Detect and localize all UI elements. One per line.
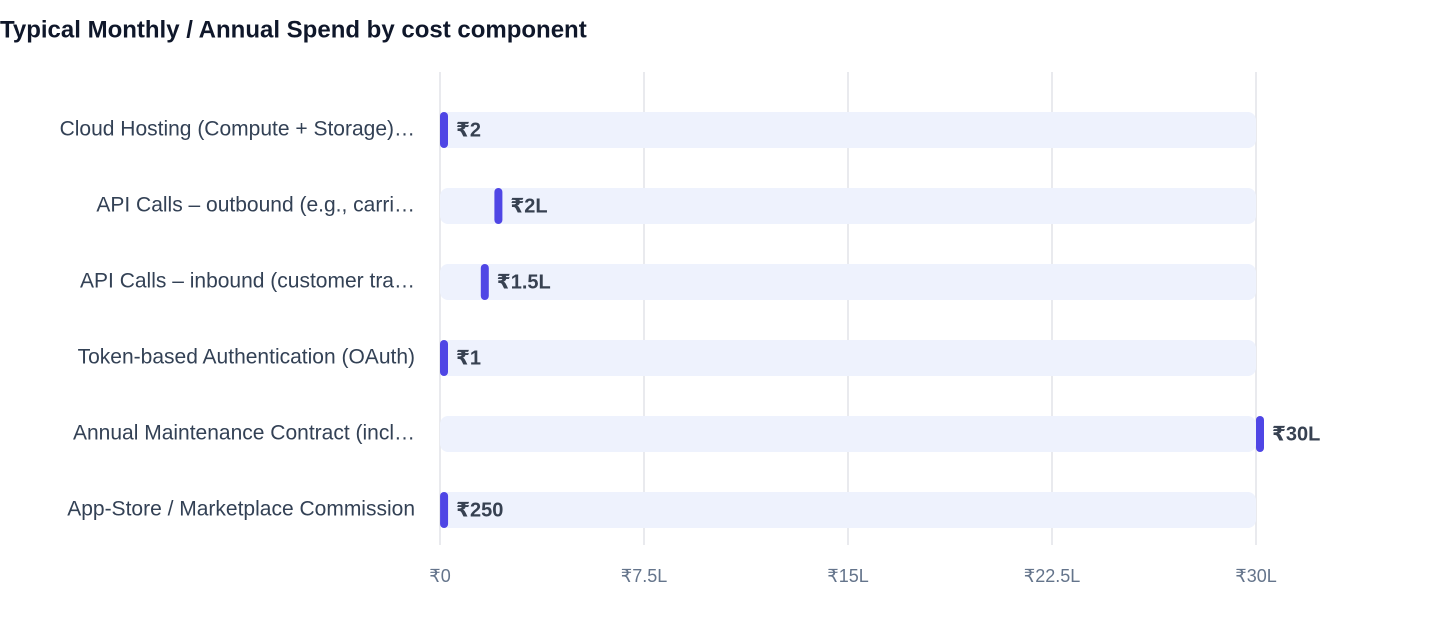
bar-track [440,340,1256,376]
x-tick-label: ₹0 [429,566,450,586]
x-tick-label: ₹22.5L [1024,566,1081,586]
value-label: ₹30L [1272,423,1320,445]
bar [480,264,489,300]
bar-track [440,416,1256,452]
y-tick-label: Annual Maintenance Contract (incl… [73,422,415,445]
x-tick-label: ₹15L [827,566,868,586]
y-tick-label: App-Store / Marketplace Commission [67,498,415,521]
x-tick-label: ₹30L [1235,566,1276,586]
y-tick-label: Cloud Hosting (Compute + Storage)… [60,118,415,141]
y-tick-label: API Calls – outbound (e.g., carri… [96,194,415,217]
y-tick-label: Token-based Authentication (OAuth) [78,346,415,369]
value-label: ₹1.5L [497,271,551,293]
value-label: ₹1 [456,347,481,369]
bar-track [440,188,1256,224]
bar [1256,416,1264,452]
bar-track [440,264,1256,300]
bar [494,188,503,224]
bar-track [440,492,1256,528]
chart-title: Typical Monthly / Annual Spend by cost c… [0,16,587,43]
bar-track [440,112,1256,148]
bar [440,492,449,528]
y-tick-label: API Calls – inbound (customer tra… [80,270,415,293]
value-label: ₹2 [456,119,481,141]
bar [440,112,449,148]
value-label: ₹250 [456,499,503,521]
value-label: ₹2L [510,195,547,217]
x-tick-label: ₹7.5L [621,566,668,586]
bar [440,340,449,376]
